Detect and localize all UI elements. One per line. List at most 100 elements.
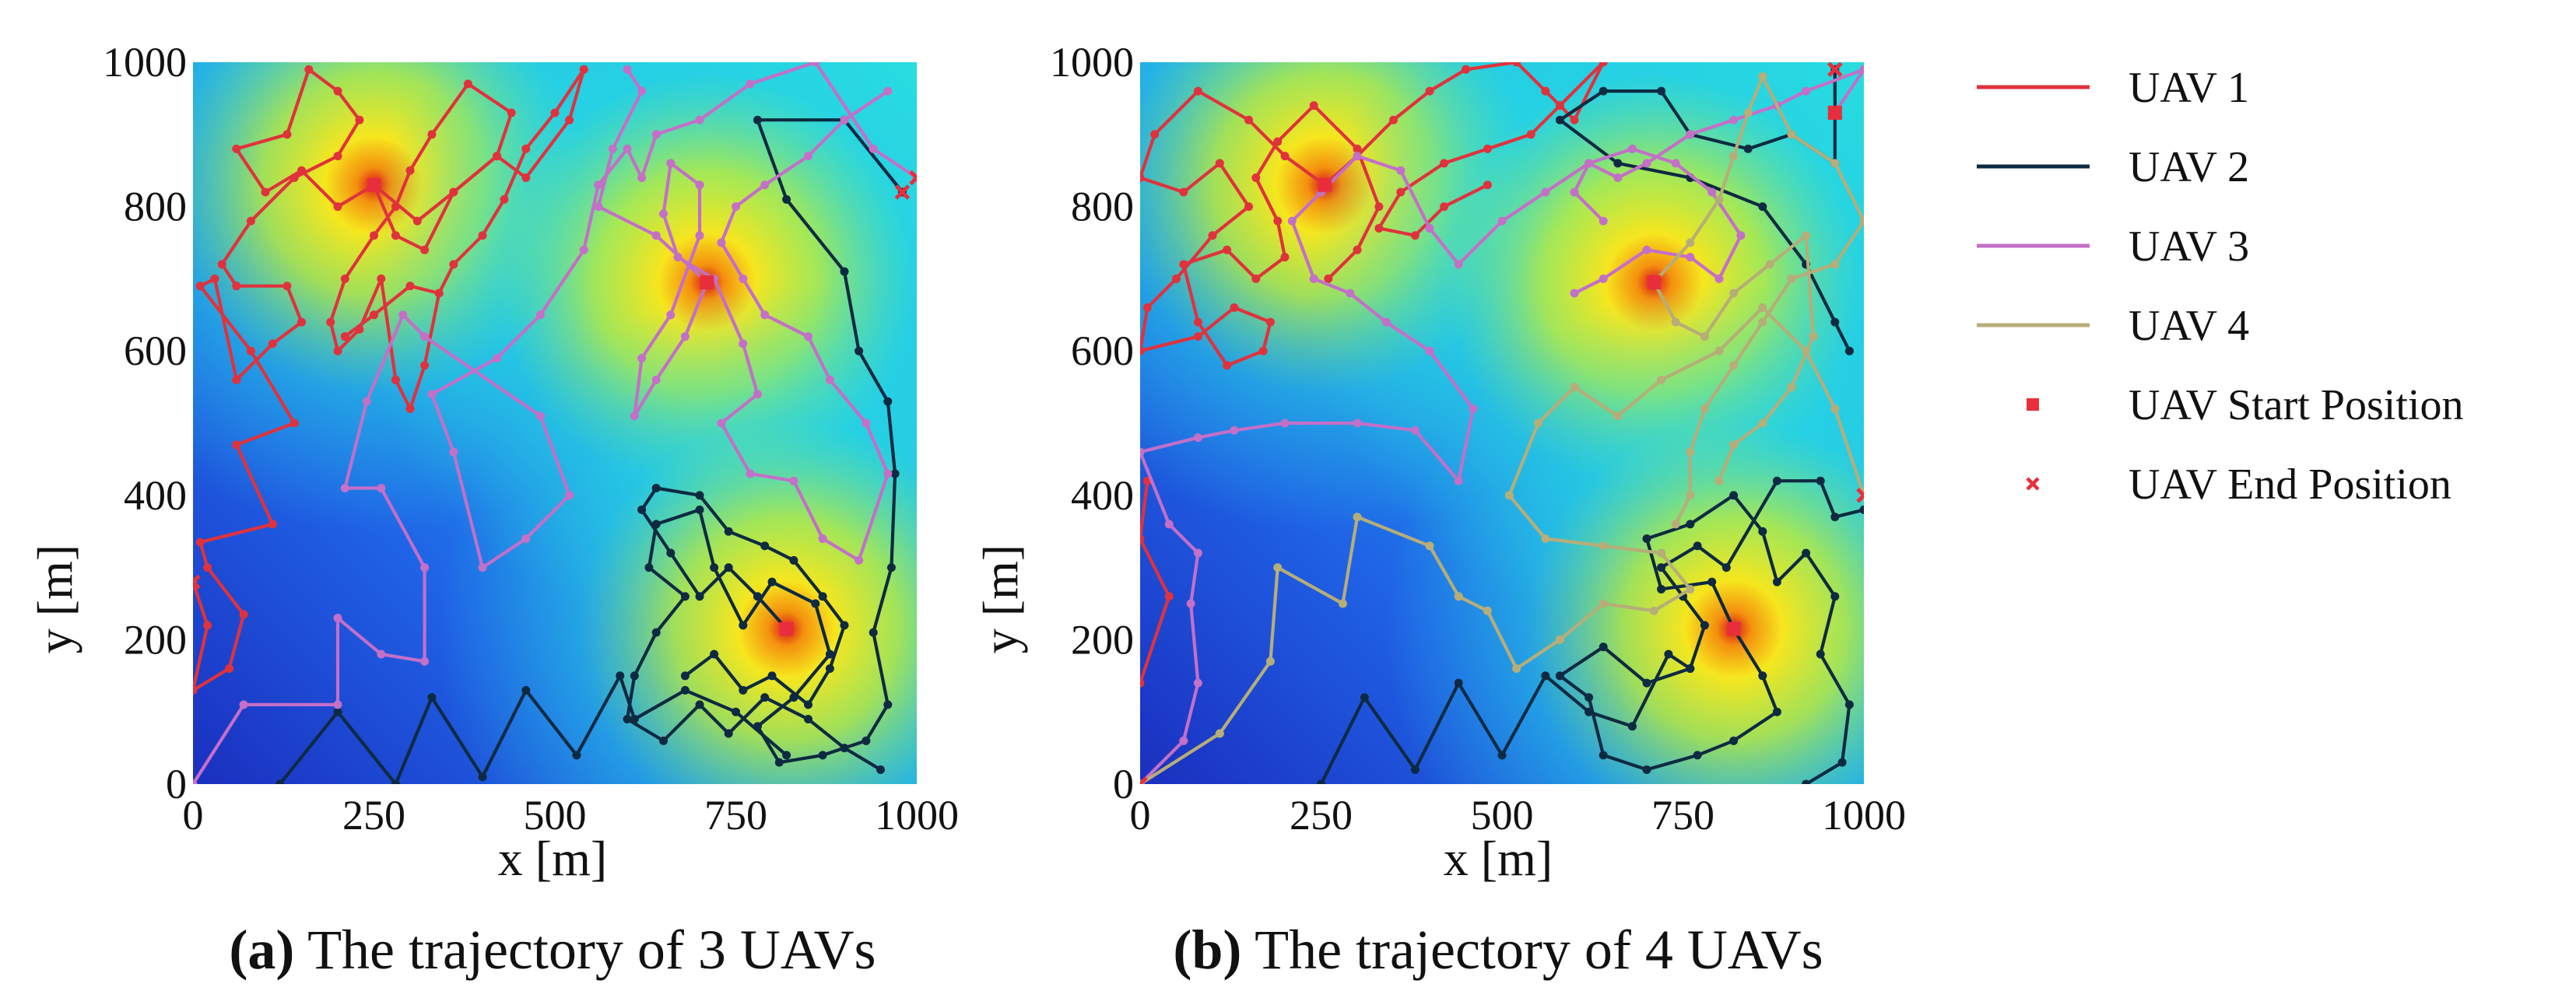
waypoint (890, 469, 900, 478)
waypoint (521, 534, 531, 543)
waypoint (1140, 678, 1145, 688)
waypoint (680, 671, 690, 681)
waypoint (420, 332, 430, 341)
waypoint (1186, 599, 1195, 608)
waypoint (782, 194, 791, 204)
waypoint (1686, 520, 1695, 529)
waypoint (1389, 115, 1398, 124)
uav-end-marker (1140, 776, 1148, 784)
waypoint (1729, 152, 1739, 161)
waypoint (449, 187, 458, 197)
waypoint (1396, 187, 1406, 197)
waypoint (1686, 253, 1695, 262)
waypoint (753, 390, 762, 399)
waypoint (283, 130, 292, 139)
waypoint (1570, 187, 1579, 197)
waypoint (630, 411, 639, 421)
y-tick-label: 400 (1071, 472, 1134, 519)
waypoint (1353, 152, 1362, 161)
x-axis-label-a: x [m] (498, 831, 607, 886)
waypoint (1179, 260, 1188, 269)
waypoint (195, 538, 205, 547)
waypoint (1671, 520, 1680, 529)
waypoint (1599, 62, 1608, 67)
legend-square-swatch (2027, 398, 2039, 411)
waypoint (616, 671, 625, 681)
waypoint (427, 693, 437, 702)
trajectory-line (1140, 147, 1742, 483)
waypoint (232, 375, 241, 384)
legend-label: UAV Start Position (2129, 381, 2463, 429)
trajectory-line (1140, 480, 1171, 684)
waypoint (1693, 751, 1702, 760)
waypoint (1469, 404, 1478, 413)
waypoint (232, 144, 241, 153)
waypoint (1787, 383, 1796, 392)
waypoint (623, 144, 632, 153)
y-tick-label: 200 (1071, 616, 1134, 663)
waypoint (1642, 245, 1651, 254)
waypoint (753, 592, 762, 601)
waypoint (1142, 303, 1152, 313)
waypoint (1179, 736, 1188, 745)
waypoint (804, 714, 812, 723)
waypoint (1410, 231, 1420, 240)
waypoint (290, 173, 299, 182)
trajectory-line (1652, 75, 1864, 525)
legend: UAV 1 UAV 2 UAV 3 UAV 4 UAV Start Position UA… (1977, 64, 2463, 509)
waypoint (355, 324, 364, 334)
waypoint (1541, 187, 1550, 197)
waypoint (630, 714, 639, 723)
panel-a: 0 250 500 750 1000 0 200 400 600 800 1000 x [m] y … (27, 39, 959, 981)
waypoint (1273, 137, 1283, 146)
waypoint (507, 108, 516, 117)
waypoint (1802, 86, 1811, 96)
waypoint (1215, 159, 1224, 168)
waypoint (427, 130, 437, 139)
y-tick-label: 600 (124, 327, 187, 374)
trajectory-uav-4 (1649, 231, 1818, 485)
waypoint (1816, 650, 1825, 659)
uav-start-marker (1318, 177, 1332, 192)
waypoint (333, 346, 342, 355)
panel-b: 0 250 500 750 1000 0 200 400 600 800 1000 x [m] y … (973, 39, 1906, 981)
x-tick-label: 750 (1651, 792, 1714, 839)
waypoint (732, 707, 740, 716)
trajectory-uav-2 (275, 671, 791, 784)
waypoint (840, 267, 849, 276)
waypoint (478, 231, 487, 240)
waypoint (1729, 115, 1739, 124)
waypoint (1570, 383, 1579, 392)
waypoint (1613, 159, 1623, 168)
waypoint (1758, 418, 1767, 428)
waypoint (1504, 491, 1514, 500)
waypoint (1381, 317, 1391, 327)
waypoint (1758, 202, 1767, 212)
waypoint (333, 707, 342, 716)
x-tick-label: 750 (704, 792, 767, 839)
waypoint (420, 657, 430, 666)
waypoint (195, 282, 205, 291)
waypoint (1223, 245, 1232, 254)
waypoint (1599, 86, 1608, 96)
waypoint (746, 469, 755, 478)
waypoint (1686, 491, 1695, 500)
waypoint (232, 282, 241, 291)
waypoint (1642, 765, 1651, 774)
waypoint (1714, 194, 1724, 204)
waypoint (1251, 173, 1261, 182)
waypoint (239, 700, 248, 709)
waypoint (333, 614, 342, 623)
waypoint (1772, 707, 1781, 716)
waypoint (1410, 425, 1420, 435)
waypoint (493, 353, 502, 362)
waypoint (1555, 101, 1564, 110)
waypoint (666, 548, 676, 558)
waypoint (840, 621, 849, 630)
waypoint (1244, 115, 1253, 124)
x-tick-label: 250 (1290, 792, 1353, 839)
waypoint (377, 650, 386, 659)
waypoint (876, 765, 885, 774)
waypoint (1809, 332, 1818, 341)
trajectory-uav-1 (1140, 86, 1384, 370)
